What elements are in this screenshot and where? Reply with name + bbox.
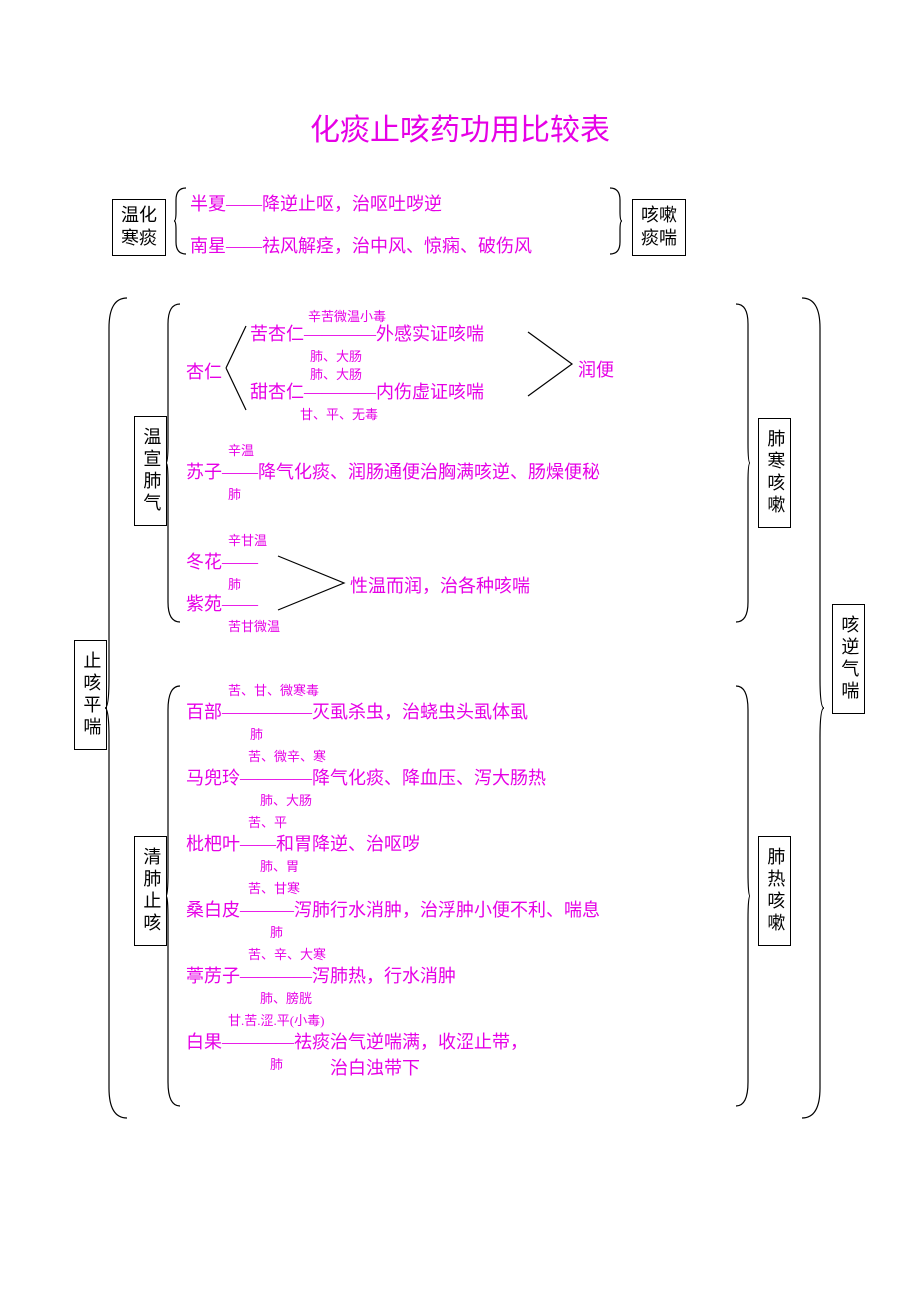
sup-ziyuan-p: 苦甘微温 [228, 616, 280, 635]
sup-mdl-m: 肺、大肠 [260, 790, 312, 809]
line-mdl: 马兜玲————降气化痰、降血压、泻大肠热 [186, 764, 546, 790]
line-sbp: 桑白皮———泻肺行水消肿，治浮肿小便不利、喘息 [186, 896, 600, 922]
line-banxia: 半夏——降逆止呕，治呕吐哕逆 [190, 190, 442, 216]
sup-suzi-p: 辛温 [228, 440, 254, 459]
sup-mdl-p: 苦、微辛、寒 [248, 746, 326, 765]
sup-suzi-m: 肺 [228, 484, 241, 503]
line-ppy: 枇杷叶——和胃降逆、治呕哕 [186, 830, 420, 856]
sup-fdc1: 肺、大肠 [310, 346, 362, 365]
brace-zhike-open [105, 298, 129, 1118]
line-tlz: 葶苈子————泻肺热，行水消肿 [186, 962, 456, 988]
sup-bg-m: 肺 [270, 1054, 283, 1073]
sup-tlz-p: 苦、辛、大寒 [248, 944, 326, 963]
sup-tlz-m: 肺、膀胱 [260, 988, 312, 1007]
brace-qingfei-open [166, 686, 182, 1106]
line-baibu: 百部—————灭虱杀虫，治蛲虫头虱体虱 [186, 698, 528, 724]
sup-baibu-p: 苦、甘、微寒毒 [228, 680, 319, 699]
brace-wenhua-open [174, 188, 188, 254]
box-feihan: 肺寒咳嗽 [758, 418, 791, 528]
page-title: 化痰止咳药功用比较表 [0, 105, 920, 149]
angle-wenrun [278, 556, 344, 610]
box-kesou: 咳嗽痰喘 [632, 199, 686, 256]
brace-kesou-close [610, 188, 624, 254]
line-baiguo2: 治白浊带下 [330, 1054, 420, 1080]
line-nanxing: 南星——祛风解痉，治中风、惊痫、破伤风 [190, 232, 532, 258]
sup-baibu-m: 肺 [250, 724, 263, 743]
angle-xingren [226, 326, 248, 410]
sup-ppy-p: 苦、平 [248, 812, 287, 831]
brace-wenxuan-open [166, 304, 182, 622]
line-runbian: 润便 [578, 356, 614, 382]
sup-ppy-m: 肺、胃 [260, 856, 299, 875]
brace-feihan-close [736, 304, 752, 622]
box-wenhua: 温化寒痰 [112, 199, 166, 256]
box-wenxuan: 温宣肺气 [134, 416, 167, 526]
sup-sbp-m: 肺 [270, 922, 283, 941]
brace-keni-close [802, 298, 826, 1118]
sup-tianxr: 甘、平、无毒 [300, 404, 378, 423]
box-qingfei: 清肺止咳 [134, 836, 167, 946]
line-ziyuan: 紫苑—— [186, 590, 258, 616]
box-keni: 咳逆气喘 [832, 604, 865, 714]
box-feire: 肺热咳嗽 [758, 836, 791, 946]
brace-feire-close [736, 686, 752, 1106]
sup-donghua-p: 辛甘温 [228, 530, 267, 549]
line-suzi: 苏子——降气化痰、润肠通便治胸满咳逆、肠燥便秘 [186, 458, 600, 484]
sup-bg-p: 甘.苦.涩.平(小毒) [228, 1010, 324, 1029]
angle-runbian [528, 332, 572, 396]
line-kuxingren: 苦杏仁————外感实证咳喘 [250, 320, 484, 346]
line-xingren: 杏仁 [186, 358, 222, 384]
line-wenrun: 性温而润，治各种咳喘 [350, 572, 530, 598]
line-baiguo: 白果————祛痰治气逆喘满，收涩止带， [186, 1028, 528, 1054]
box-zhike: 止咳平喘 [74, 640, 107, 750]
line-donghua: 冬花—— [186, 548, 258, 574]
sup-sbp-p: 苦、甘寒 [248, 878, 300, 897]
line-tianxingren: 甜杏仁————内伤虚证咳喘 [250, 378, 484, 404]
